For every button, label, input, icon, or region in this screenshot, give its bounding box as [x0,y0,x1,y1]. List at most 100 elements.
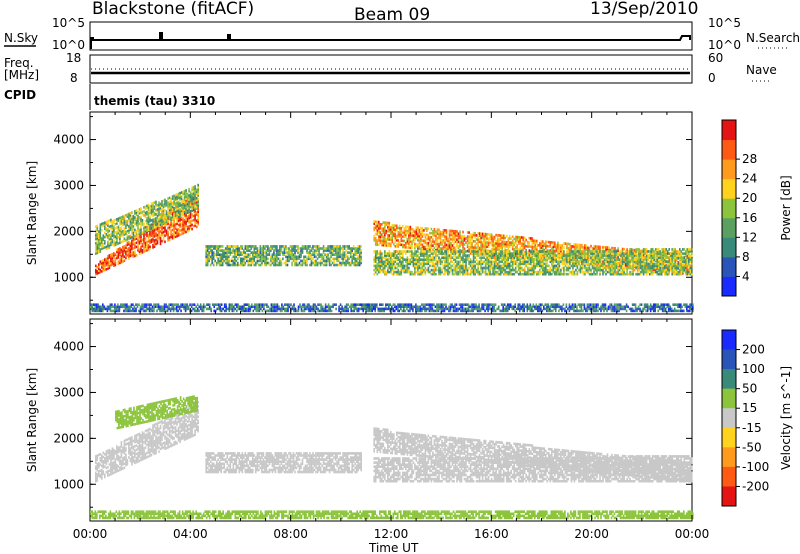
echo-cell [267,262,269,265]
echo-cell [593,245,595,248]
echo-cell [285,260,287,263]
echo-cell [193,207,195,210]
echo-cell [172,216,174,219]
echo-cell [604,246,606,249]
echo-cell [217,245,219,248]
echo-cell [137,233,139,236]
echo-cell [395,245,397,248]
echo-cell [623,248,625,251]
echo-cell [276,245,278,248]
echo-cell [402,240,404,243]
echo-cell [175,223,177,226]
echo-cell [243,249,245,252]
echo-cell [284,245,286,248]
nave-label: Nave [746,63,777,77]
echo-cell [299,262,301,265]
echo-cell [217,258,219,261]
echo-cell [118,260,120,263]
echo-cell [119,217,121,220]
echo-cell [574,243,576,246]
echo-cell [569,243,571,246]
echo-cell [193,225,195,228]
echo-cell [137,211,139,214]
echo-cell [249,249,251,252]
echo-cell [187,215,189,218]
echo-cell [234,249,236,252]
echo-cell [529,241,531,244]
echo-cell [422,244,424,247]
echo-cell [278,249,280,252]
freq-tick-top: 18 [66,51,81,65]
echo-cell [482,233,484,236]
echo-cell [208,245,210,248]
echo-cell [308,251,310,254]
echo-cell [417,233,419,236]
echo-cell [214,253,216,256]
echo-cell [248,245,250,248]
echo-cell [348,258,350,261]
echo-cell [476,242,478,245]
echo-cell [522,236,524,239]
echo-cell [113,226,115,229]
echo-cell [146,217,148,220]
echo-cell [510,241,512,244]
echo-cell [130,242,132,245]
echo-cell [492,236,494,239]
echo-cell [267,245,269,248]
echo-cell [348,251,350,254]
echo-cell [300,264,302,267]
echo-cell [410,226,412,229]
echo-cell [473,246,475,249]
echo-cell [273,249,275,252]
echo-cell [347,245,349,248]
echo-cell [383,221,385,224]
echo-cell [464,235,466,238]
echo-cell [345,253,347,256]
echo-cell [118,242,120,245]
echo-cell [158,227,160,230]
echo-cell [519,246,521,249]
echo-cell [143,246,145,249]
echo-cell [230,245,232,248]
echo-cell [339,262,341,265]
echo-cell [160,226,162,229]
echo-cell [477,236,479,239]
echo-cell [249,253,251,256]
echo-cell [305,256,307,259]
nave-tick-bottom: 0 [708,71,716,85]
echo-cell [321,262,323,265]
echo-cell [169,211,171,214]
echo-cell [124,260,126,263]
echo-cell [465,241,467,244]
echo-cell [357,262,359,265]
echo-cell [270,264,272,267]
echo-cell [398,227,400,230]
echo-cell [321,247,323,250]
echo-cell [258,264,260,267]
echo-cell [167,220,169,223]
echo-cell [110,233,112,236]
echo-cell [275,245,277,248]
echo-cell [341,247,343,250]
echo-cell [318,245,320,248]
echo-cell [411,232,413,235]
echo-cell [404,227,406,230]
echo-cell [163,227,165,230]
echo-cell [163,231,165,234]
echo-cell [389,242,391,245]
echo-cell [255,262,257,265]
echo-cell [116,255,118,258]
echo-cell [136,209,138,212]
echo-cell [631,265,633,268]
echo-cell [479,232,481,235]
echo-cell [266,245,268,248]
echo-cell [290,245,292,248]
echo-cell [151,223,153,226]
echo-cell [420,231,422,234]
echo-cell [314,245,316,248]
echo-cell [136,246,138,249]
echo-cell [219,253,221,256]
echo-cell [161,240,163,243]
echo-cell [551,247,553,250]
echo-cell [476,234,478,237]
